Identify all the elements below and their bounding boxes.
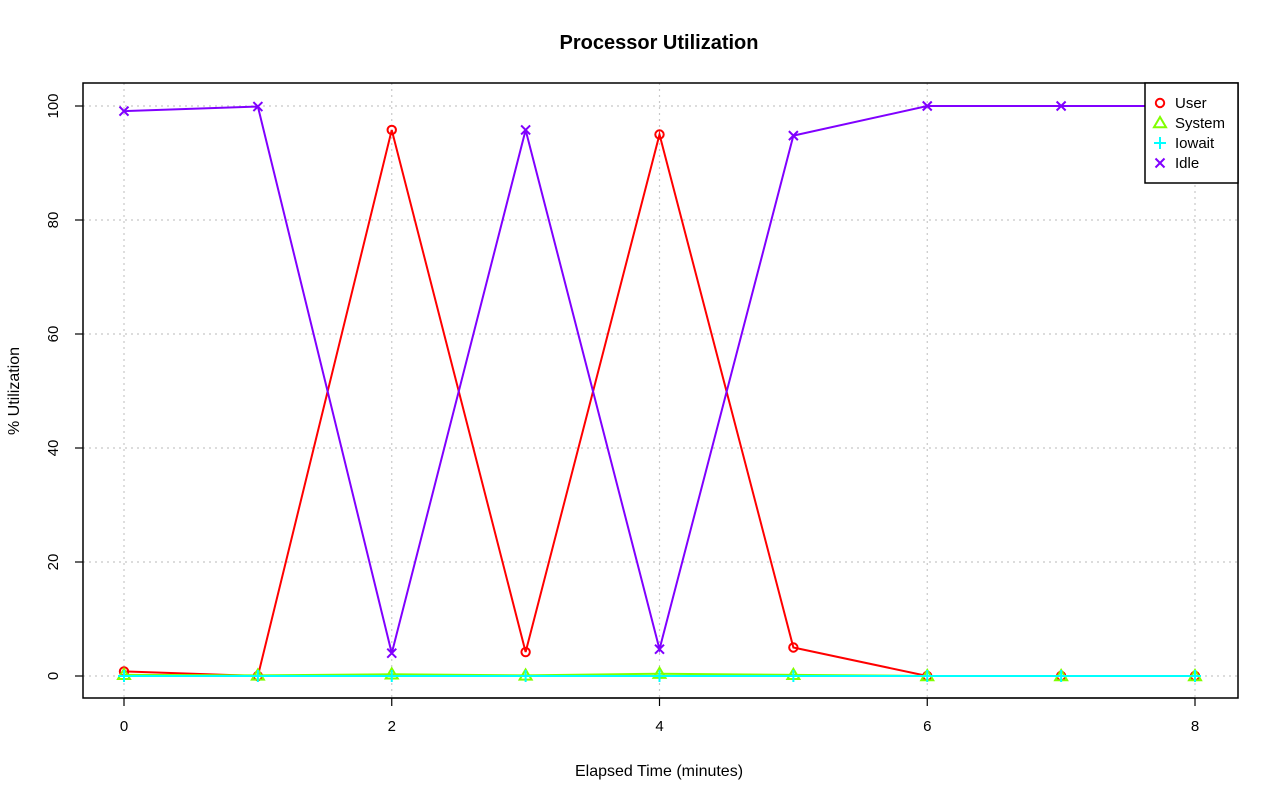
x-tick-label: 6 <box>923 718 931 735</box>
data-point-idle <box>520 124 531 136</box>
y-tick-label: 0 <box>45 672 62 680</box>
y-tick-label: 80 <box>45 212 62 229</box>
legend-item-user: User <box>1154 95 1207 112</box>
y-axis-label: % Utilization <box>6 347 23 435</box>
y-tick-label: 100 <box>45 93 62 118</box>
data-point-user <box>788 642 799 653</box>
series-iowait <box>118 670 1201 682</box>
y-tick-label: 20 <box>45 554 62 571</box>
y-tick-label: 40 <box>45 440 62 457</box>
data-point-idle <box>788 130 799 141</box>
x-axis-label: Elapsed Time (minutes) <box>575 763 743 780</box>
legend-item-iowait: Iowait <box>1154 135 1215 152</box>
series-line-idle <box>123 105 1195 654</box>
data-point-iowait <box>118 670 130 682</box>
y-tick-label: 60 <box>45 326 62 343</box>
plot-frame <box>82 82 1239 699</box>
legend-item-idle: Idle <box>1154 155 1199 172</box>
legend-marker-iowait <box>1154 137 1166 149</box>
legend-label-system: System <box>1175 115 1225 132</box>
series-idle <box>118 100 1201 659</box>
data-point-user <box>386 124 397 136</box>
data-point-idle <box>922 100 933 112</box>
data-point-iowait <box>1055 670 1068 682</box>
x-tick-label: 8 <box>1191 718 1199 735</box>
data-point-iowait <box>921 670 934 682</box>
legend-marker-system <box>1152 115 1168 129</box>
chart-title: Processor Utilization <box>560 32 759 54</box>
data-point-iowait <box>653 670 666 682</box>
legend-box <box>1144 82 1239 184</box>
data-point-iowait <box>787 670 800 682</box>
x-tick-label: 2 <box>388 718 396 735</box>
data-point-idle <box>386 647 397 659</box>
data-point-iowait <box>519 670 532 682</box>
data-point-iowait <box>1189 670 1201 682</box>
legend-item-system: System <box>1152 115 1225 132</box>
data-point-idle <box>252 101 264 112</box>
legend: User System Iowait Idle <box>1144 82 1239 184</box>
x-tick-label: 4 <box>655 718 663 735</box>
legend-label-iowait: Iowait <box>1175 135 1215 152</box>
data-point-iowait <box>251 670 264 682</box>
series-layer <box>116 100 1203 682</box>
legend-marker-idle <box>1154 157 1166 169</box>
data-point-user <box>520 646 531 658</box>
legend-label-idle: Idle <box>1175 155 1199 172</box>
legend-label-user: User <box>1175 95 1207 112</box>
data-point-iowait <box>385 670 398 682</box>
data-point-user <box>654 129 665 140</box>
legend-marker-user <box>1154 97 1166 109</box>
data-point-idle <box>118 105 130 117</box>
data-point-idle <box>1055 100 1067 112</box>
grid-layer <box>83 83 1238 698</box>
data-point-idle <box>654 644 665 655</box>
x-tick-label: 0 <box>120 718 128 735</box>
